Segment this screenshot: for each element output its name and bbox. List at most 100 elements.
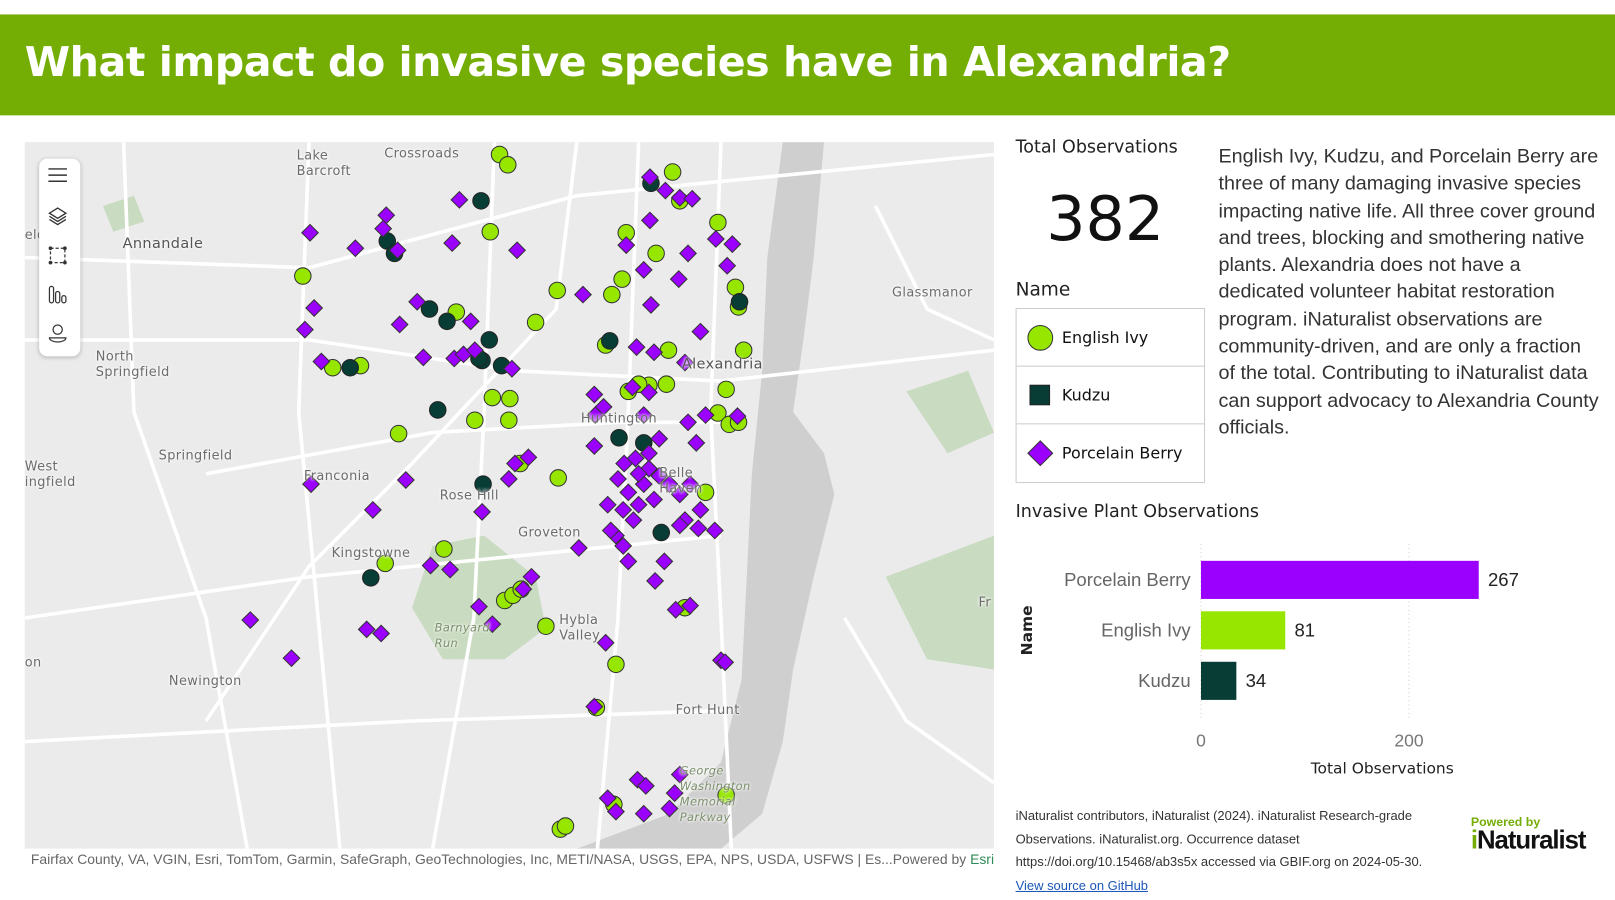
porcelain-berry-marker (372, 624, 391, 643)
porcelain-berry-marker (718, 256, 737, 275)
park-area (885, 535, 994, 670)
porcelain-berry-marker (617, 236, 636, 255)
english-ivy-marker (613, 270, 631, 288)
map-place-label: Franconia (303, 467, 370, 484)
porcelain-berry-marker (656, 181, 675, 200)
bar-kudzu (1200, 661, 1237, 700)
porcelain-berry-marker (624, 511, 643, 530)
porcelain-berry-marker (716, 653, 735, 672)
park-area (906, 370, 994, 454)
observation-map[interactable]: Lake Barcroft Crossroads Annandale North Sp… (24, 142, 994, 849)
porcelain-berry-marker (569, 538, 588, 557)
porcelain-berry-marker (634, 260, 653, 279)
porcelain-berry-marker (461, 312, 480, 331)
bar-chart: 0 200 Porcelain Berry 267 English Ivy 81 Kudzu… (1018, 543, 1519, 778)
menu-icon[interactable] (47, 167, 72, 192)
river (576, 142, 835, 849)
citation-line: Observations. iNaturalist.org. Occurrenc… (1015, 831, 1300, 847)
road (121, 142, 249, 849)
porcelain-berry-marker (388, 241, 407, 260)
porcelain-berry-marker (619, 483, 638, 502)
data-label: 267 (1488, 569, 1519, 590)
layers-icon[interactable] (47, 206, 72, 231)
porcelain-berry-marker (614, 500, 633, 519)
porcelain-berry-marker (614, 536, 633, 555)
kudzu-marker (341, 358, 359, 377)
logo-name: iNaturalist (1470, 826, 1587, 855)
road (873, 205, 994, 342)
porcelain-berry-marker (514, 580, 533, 599)
porcelain-berry-marker (670, 765, 689, 784)
porcelain-berry-marker (469, 597, 488, 616)
porcelain-berry-marker (629, 495, 648, 514)
legend-item-kudzu[interactable]: Kudzu (1016, 367, 1205, 425)
porcelain-berry-marker (377, 206, 396, 225)
porcelain-berry-marker (669, 270, 688, 289)
porcelain-berry-marker (666, 600, 685, 619)
porcelain-berry-marker (639, 444, 658, 463)
data-label: 34 (1246, 670, 1267, 691)
porcelain-berry-marker (305, 299, 324, 317)
square-icon (1027, 382, 1054, 409)
porcelain-berry-marker (421, 556, 440, 575)
map-place-label: North Springfield (95, 348, 170, 380)
porcelain-berry-marker (670, 188, 689, 207)
porcelain-berry-marker (502, 359, 521, 378)
select-area-icon[interactable] (47, 245, 72, 270)
map-place-label: Glassmanor (891, 284, 973, 300)
porcelain-berry-marker (396, 471, 415, 489)
porcelain-berry-marker (683, 189, 702, 208)
porcelain-berry-marker (609, 469, 627, 488)
porcelain-berry-marker (660, 475, 679, 494)
citation-line: iNaturalist contributors, iNaturalist (2… (1015, 808, 1413, 823)
kudzu-marker (480, 331, 499, 349)
kudzu-marker (472, 192, 490, 210)
person-icon[interactable] (47, 323, 72, 348)
porcelain-berry-marker (627, 338, 646, 357)
porcelain-berry-marker (640, 168, 659, 187)
porcelain-berry-marker (508, 241, 527, 260)
english-ivy-marker (717, 380, 735, 399)
legend-label: Kudzu (1061, 385, 1111, 405)
map-place-label: Fr (978, 594, 992, 610)
road (204, 142, 579, 722)
attribution-text: Fairfax County, VA, VGIN, Esri, TomTom, … (30, 851, 893, 868)
map-place-label: Crossroads (384, 145, 460, 161)
english-ivy-marker (556, 817, 575, 835)
chart-icon[interactable] (47, 284, 72, 309)
map-attribution: Fairfax County, VA, VGIN, Esri, TomTom, … (24, 848, 995, 872)
porcelain-berry-marker (598, 789, 617, 808)
english-ivy-marker (548, 281, 566, 300)
porcelain-berry-marker (691, 500, 710, 519)
esri-link[interactable]: Esri (970, 851, 995, 868)
porcelain-berry-marker (706, 229, 725, 248)
porcelain-berry-marker (650, 466, 669, 485)
map-place-label: on (24, 654, 42, 670)
porcelain-berry-marker (626, 449, 645, 468)
porcelain-berry-marker (585, 385, 604, 404)
english-ivy-marker (483, 388, 502, 407)
inaturalist-logo[interactable]: Powered by iNaturalist (1470, 815, 1587, 856)
data-label: 81 (1295, 620, 1316, 641)
kudzu-marker (610, 428, 628, 447)
porcelain-berry-marker (640, 211, 659, 230)
porcelain-berry-marker (414, 348, 433, 367)
github-link[interactable]: View source on GitHub (1015, 878, 1149, 893)
legend-item-porcelain-berry[interactable]: Porcelain Berry (1017, 424, 1204, 482)
map-place-label: Fort Hunt (675, 701, 740, 717)
english-ivy-marker (481, 222, 500, 241)
legend-item-english-ivy[interactable]: English Ivy (1016, 309, 1205, 367)
porcelain-berry-marker (629, 464, 648, 483)
porcelain-berry-marker (374, 219, 393, 238)
porcelain-berry-marker (390, 315, 409, 334)
porcelain-berry-marker (574, 285, 592, 304)
porcelain-berry-marker (499, 469, 518, 488)
porcelain-berry-marker (363, 500, 382, 519)
english-ivy-marker (526, 313, 545, 332)
map-place-label: George Washington Memorial Parkway (679, 764, 751, 824)
porcelain-berry-marker (302, 475, 321, 494)
english-ivy-marker (501, 389, 519, 408)
porcelain-berry-marker (723, 235, 742, 254)
english-ivy-marker (734, 341, 753, 359)
porcelain-berry-marker (679, 244, 698, 263)
